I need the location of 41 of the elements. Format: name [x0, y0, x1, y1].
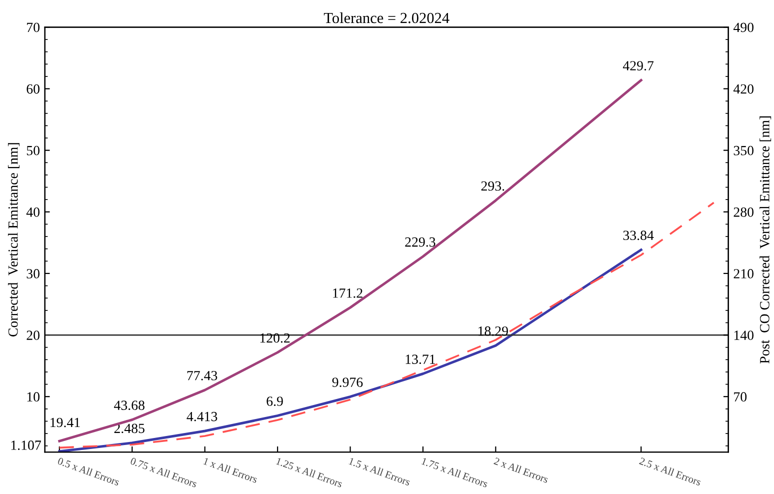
x-tick-label: 1.5 x All Errors: [348, 457, 411, 486]
y-tick-label: 40: [26, 207, 40, 217]
data-label: 13.71: [406, 354, 435, 364]
y-tick-label: 10: [27, 392, 40, 402]
data-label: 120.2: [260, 333, 290, 343]
y2-tick-label: 350: [734, 146, 754, 156]
y-tick-label: 60: [26, 84, 40, 94]
data-label: 229.3: [405, 237, 436, 247]
data-label: 43.68: [114, 400, 144, 410]
chart-title: Tolerance = 2.02024: [324, 12, 450, 24]
y-tick-label: 20: [26, 330, 40, 340]
x-tick-label: 1 x All Errors: [203, 457, 258, 484]
x-tick-label: 1.25 x All Errors: [276, 457, 343, 488]
y2-tick-label: 280: [734, 207, 754, 217]
y2-tick-label: 490: [733, 22, 754, 32]
x-tick-label: 0.75 x All Errors: [130, 457, 198, 488]
y-tick-label: 70: [27, 22, 40, 32]
y2-tick-label: 70: [734, 392, 747, 402]
data-label: 33.84: [623, 230, 654, 240]
data-label: 2.485: [114, 424, 144, 434]
y2-tick-label: 210: [734, 269, 754, 278]
data-label: 77.43: [187, 370, 218, 380]
data-label: 429.7: [622, 61, 654, 71]
data-label: 171.2: [333, 288, 362, 298]
x-tick-label: 2 x All Errors: [494, 457, 549, 484]
y2-tick-label: 140: [734, 330, 754, 340]
x-tick-label: 1.75 x All Errors: [421, 457, 488, 488]
data-label: 293.: [481, 181, 504, 191]
y2-axis-title: Post CO Corrected Vertical Emittance [nm]: [760, 116, 772, 364]
y-axis-title: Corrected Vertical Emittance [nm]: [8, 143, 20, 336]
y2-tick-label: 420: [733, 84, 754, 94]
data-label: 19.41: [50, 418, 80, 428]
x-tick-label: 2.5 x All Errors: [638, 457, 702, 486]
data-label: 1.107: [11, 440, 41, 450]
x-tick-label: 0.5 x All Errors: [57, 457, 120, 486]
y-tick-label: 30: [26, 269, 40, 278]
data-label: 9.976: [332, 378, 363, 388]
data-label: 6.9: [266, 396, 283, 406]
y-tick-label: 50: [26, 146, 40, 156]
data-label: 18.29: [478, 326, 508, 336]
data-label: 4.413: [186, 412, 218, 422]
